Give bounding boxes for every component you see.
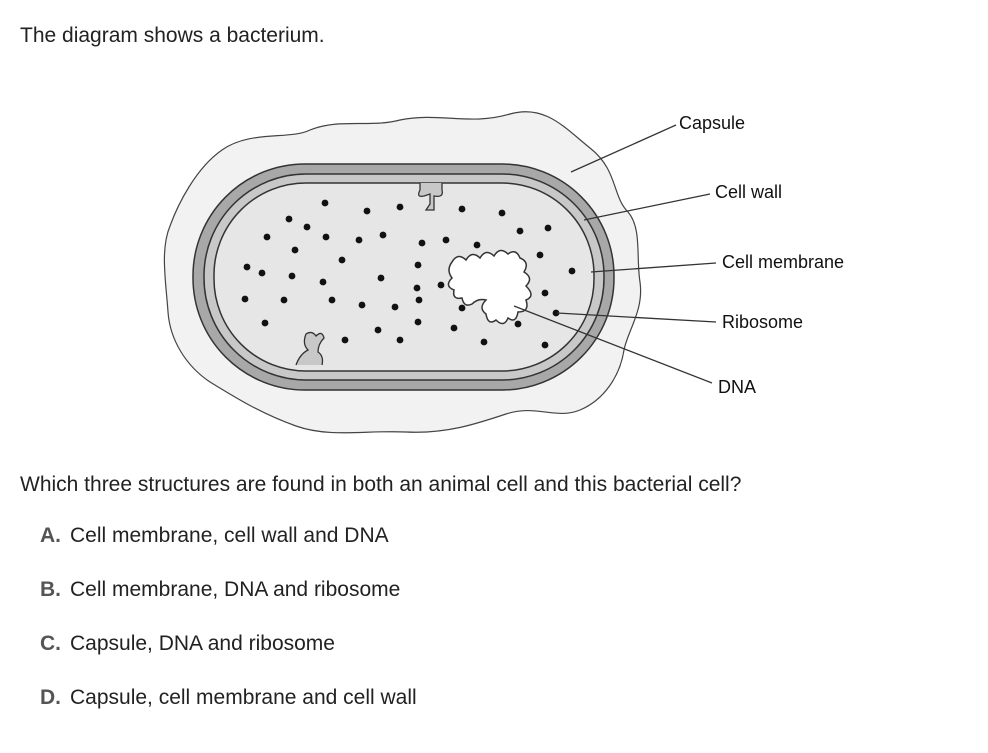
- ribosome-dot: [415, 296, 423, 304]
- ribosome-dot: [288, 272, 296, 280]
- ribosome-dot: [391, 303, 399, 311]
- ribosome-dot: [338, 256, 346, 264]
- capsule-leader-line: [570, 124, 677, 173]
- option-letter: A.: [40, 524, 61, 547]
- option-letter: C.: [40, 632, 61, 655]
- ribosome-dot: [498, 209, 506, 217]
- ribosome-dot: [480, 338, 488, 346]
- ribosome-dot: [544, 224, 552, 232]
- ribosome-dot: [358, 301, 366, 309]
- cell-wall-leader-line: [583, 193, 711, 221]
- option-text: Capsule, cell membrane and cell wall: [70, 686, 417, 709]
- dna-leader-line: [513, 305, 713, 384]
- option-a[interactable]: A. Cell membrane, cell wall and DNA: [40, 524, 417, 578]
- ribosome-leader-line: [556, 312, 717, 323]
- membrane-fold-bottom: [295, 331, 325, 366]
- ribosome-dot: [418, 239, 426, 247]
- ribosome-dot: [319, 278, 327, 286]
- ribosome-dot: [541, 341, 549, 349]
- ribosome-label: Ribosome: [722, 312, 803, 332]
- cell-wall-label: Cell wall: [715, 182, 782, 202]
- ribosomes: [241, 199, 576, 349]
- ribosome-dot: [458, 205, 466, 213]
- cell-membrane-leader-line: [590, 262, 717, 273]
- ribosome-dot: [516, 227, 524, 235]
- dna-shape: [447, 249, 532, 325]
- cell-membrane-label: Cell membrane: [722, 252, 844, 272]
- ribosome-dot: [396, 336, 404, 344]
- ribosome-dot: [241, 295, 249, 303]
- cytoplasm-shape: [213, 182, 595, 372]
- ribosome-dot: [243, 263, 251, 271]
- ribosome-dot: [541, 289, 549, 297]
- ribosome-dot: [377, 274, 385, 282]
- bacterium-diagram: Capsule Cell wall Cell membrane Ribosome…: [163, 111, 844, 434]
- option-c[interactable]: C. Capsule, DNA and ribosome: [40, 632, 417, 686]
- ribosome-dot: [450, 324, 458, 332]
- ribosome-dot: [442, 236, 450, 244]
- ribosome-dot: [473, 241, 481, 249]
- ribosome-dot: [291, 246, 299, 254]
- answer-options: A. Cell membrane, cell wall and DNA B. C…: [40, 524, 417, 740]
- ribosome-dot: [552, 309, 560, 317]
- ribosome-dot: [341, 336, 349, 344]
- option-letter: B.: [40, 578, 61, 601]
- option-b[interactable]: B. Cell membrane, DNA and ribosome: [40, 578, 417, 632]
- ribosome-dot: [263, 233, 271, 241]
- ribosome-dot: [258, 269, 266, 277]
- ribosome-dot: [321, 199, 329, 207]
- ribosome-dot: [303, 223, 311, 231]
- ribosome-dot: [374, 326, 382, 334]
- ribosome-dot: [355, 236, 363, 244]
- ribosome-dot: [458, 304, 466, 312]
- ribosome-dot: [413, 284, 421, 292]
- option-text: Cell membrane, DNA and ribosome: [70, 578, 401, 601]
- question-text: Which three structures are found in both…: [20, 473, 742, 496]
- option-text: Cell membrane, cell wall and DNA: [70, 524, 389, 547]
- ribosome-dot: [328, 296, 336, 304]
- option-text: Capsule, DNA and ribosome: [70, 632, 335, 655]
- option-d[interactable]: D. Capsule, cell membrane and cell wall: [40, 686, 417, 740]
- ribosome-dot: [363, 207, 371, 215]
- ribosome-dot: [280, 296, 288, 304]
- ribosome-dot: [568, 267, 576, 275]
- ribosome-dot: [285, 215, 293, 223]
- intro-text: The diagram shows a bacterium.: [20, 24, 325, 47]
- ribosome-dot: [437, 281, 445, 289]
- ribosome-dot: [536, 251, 544, 259]
- ribosome-dot: [322, 233, 330, 241]
- ribosome-dot: [514, 320, 522, 328]
- membrane-fold-top: [418, 183, 443, 211]
- ribosome-dot: [396, 203, 404, 211]
- ribosome-dot: [414, 318, 422, 326]
- option-letter: D.: [40, 686, 61, 709]
- ribosome-dot: [414, 261, 422, 269]
- dna-label: DNA: [718, 377, 756, 397]
- ribosome-dot: [261, 319, 269, 327]
- ribosome-dot: [379, 231, 387, 239]
- capsule-label: Capsule: [679, 113, 745, 133]
